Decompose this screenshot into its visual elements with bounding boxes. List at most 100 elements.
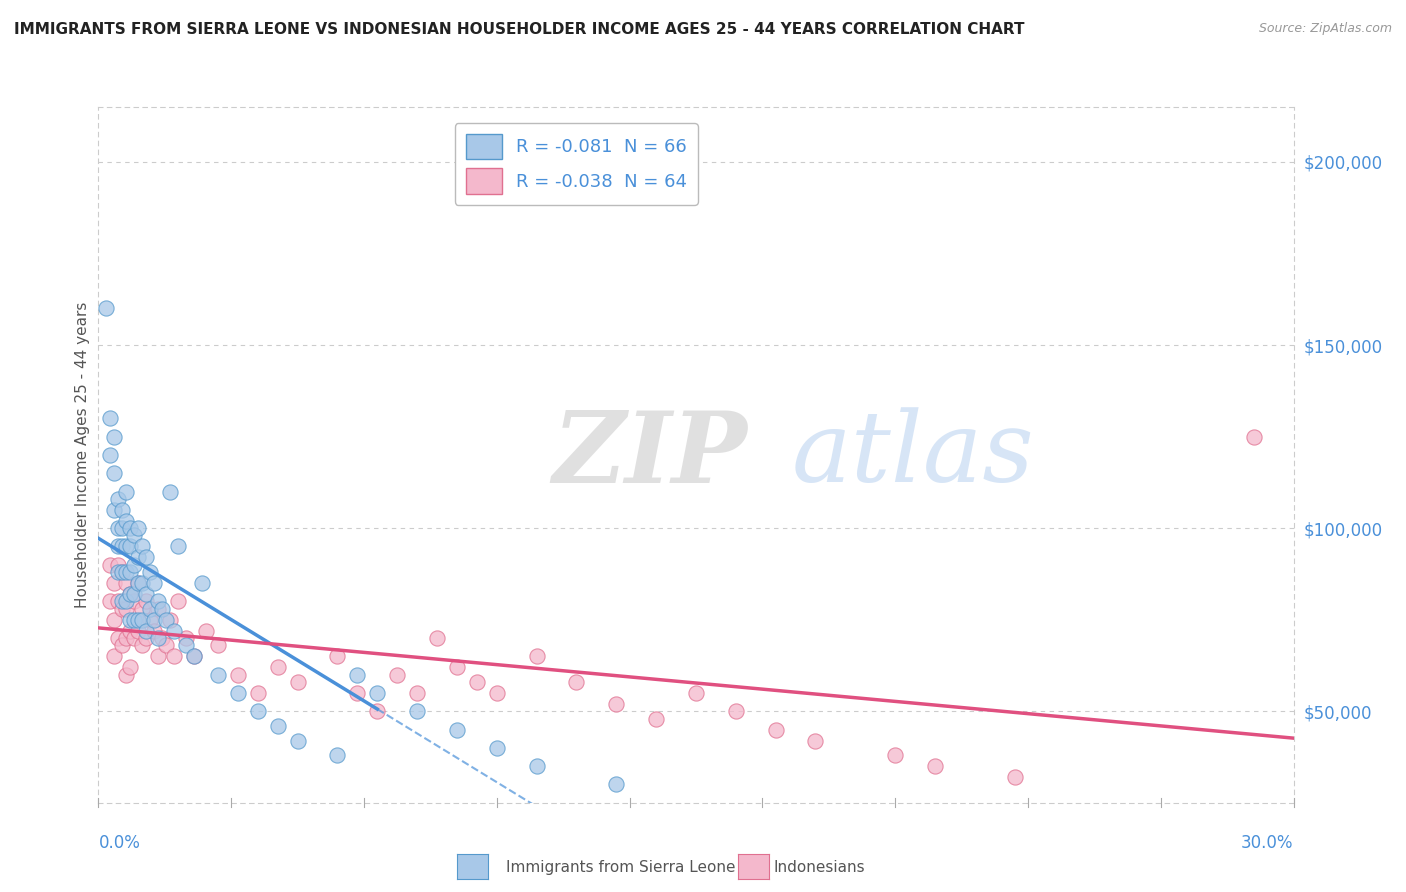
- Point: [135, 594, 157, 608]
- Point: [115, 594, 138, 608]
- Point: [131, 638, 153, 652]
- Point: [884, 748, 907, 763]
- Point: [246, 686, 269, 700]
- Point: [120, 613, 142, 627]
- Point: [246, 704, 269, 718]
- Point: [127, 521, 149, 535]
- Text: IMMIGRANTS FROM SIERRA LEONE VS INDONESIAN HOUSEHOLDER INCOME AGES 25 - 44 YEARS: IMMIGRANTS FROM SIERRA LEONE VS INDONESI…: [14, 22, 1025, 37]
- Point: [446, 660, 468, 674]
- Text: ZIP: ZIP: [553, 407, 748, 503]
- Point: [115, 631, 138, 645]
- Point: [183, 649, 205, 664]
- Point: [139, 613, 162, 627]
- Text: atlas: atlas: [792, 408, 1035, 502]
- Point: [485, 740, 508, 755]
- Point: [107, 594, 129, 608]
- Point: [163, 649, 186, 664]
- Point: [159, 484, 181, 499]
- Point: [131, 613, 153, 627]
- Point: [765, 723, 787, 737]
- Point: [103, 467, 125, 481]
- Point: [148, 594, 170, 608]
- Point: [139, 601, 162, 615]
- Point: [326, 649, 349, 664]
- Point: [127, 624, 149, 638]
- Point: [124, 631, 146, 645]
- Point: [115, 514, 138, 528]
- Point: [131, 576, 153, 591]
- Point: [107, 540, 129, 554]
- Point: [124, 528, 146, 542]
- Point: [924, 759, 946, 773]
- Point: [111, 601, 134, 615]
- Point: [96, 301, 118, 316]
- Point: [127, 576, 149, 591]
- Point: [605, 697, 627, 711]
- Point: [366, 704, 388, 718]
- Point: [163, 624, 186, 638]
- Point: [120, 624, 142, 638]
- Point: [107, 565, 129, 579]
- Point: [103, 613, 125, 627]
- Point: [685, 686, 707, 700]
- Point: [183, 649, 205, 664]
- Point: [191, 576, 214, 591]
- Point: [115, 601, 138, 615]
- Point: [148, 631, 170, 645]
- Point: [346, 686, 368, 700]
- Point: [124, 558, 146, 572]
- Text: 30.0%: 30.0%: [1241, 834, 1294, 852]
- Point: [135, 631, 157, 645]
- Point: [111, 503, 134, 517]
- Point: [111, 565, 134, 579]
- Point: [287, 733, 309, 747]
- Point: [326, 748, 349, 763]
- Point: [406, 704, 429, 718]
- Text: Source: ZipAtlas.com: Source: ZipAtlas.com: [1258, 22, 1392, 36]
- Point: [167, 594, 190, 608]
- Point: [131, 601, 153, 615]
- Point: [127, 613, 149, 627]
- Point: [465, 675, 488, 690]
- Point: [446, 723, 468, 737]
- Point: [127, 550, 149, 565]
- Point: [135, 624, 157, 638]
- Point: [1243, 429, 1265, 443]
- Text: Indonesians: Indonesians: [773, 860, 865, 874]
- Point: [174, 638, 197, 652]
- Point: [127, 576, 149, 591]
- Point: [111, 565, 134, 579]
- Point: [120, 540, 142, 554]
- Point: [143, 613, 166, 627]
- Point: [98, 411, 122, 425]
- Point: [107, 631, 129, 645]
- Point: [207, 667, 229, 681]
- Point: [107, 521, 129, 535]
- Point: [148, 649, 170, 664]
- Point: [115, 576, 138, 591]
- Point: [98, 558, 122, 572]
- Point: [120, 565, 142, 579]
- Point: [804, 733, 827, 747]
- Point: [115, 540, 138, 554]
- Point: [120, 660, 142, 674]
- Point: [98, 594, 122, 608]
- Point: [150, 601, 173, 615]
- Point: [111, 521, 134, 535]
- Point: [107, 558, 129, 572]
- Point: [135, 587, 157, 601]
- Point: [724, 704, 747, 718]
- Point: [267, 719, 290, 733]
- Point: [111, 540, 134, 554]
- Point: [526, 649, 548, 664]
- Point: [135, 550, 157, 565]
- Point: [103, 429, 125, 443]
- Point: [115, 484, 138, 499]
- Point: [155, 613, 177, 627]
- Point: [155, 638, 177, 652]
- Point: [174, 631, 197, 645]
- Point: [143, 624, 166, 638]
- Point: [131, 540, 153, 554]
- Point: [150, 631, 173, 645]
- Point: [645, 712, 668, 726]
